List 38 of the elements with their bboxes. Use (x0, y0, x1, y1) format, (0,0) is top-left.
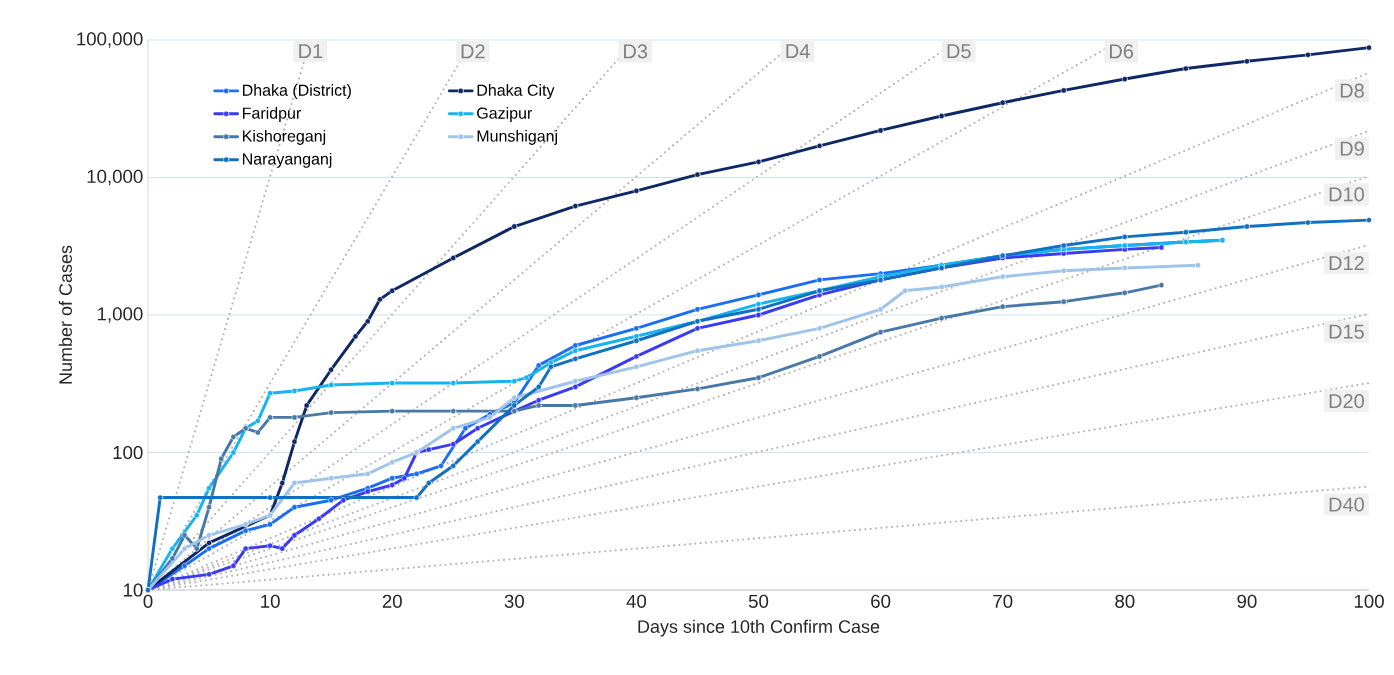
series-label: D1 (299, 44, 323, 59)
x-tick-label: 60 (871, 594, 891, 608)
x-tick-label: 80 (1115, 594, 1135, 608)
series-label: D6 (1110, 44, 1134, 59)
x-tick-label: 40 (626, 594, 647, 608)
x-tick-label: 20 (382, 594, 402, 608)
y-axis-title: Number of Cases (58, 245, 72, 384)
y-tick-label: 100,000 (77, 32, 143, 48)
legend-label: Faridpur (243, 107, 301, 122)
legend-label: Munshiganj (477, 129, 558, 145)
legend-label: Gazipur (477, 107, 533, 122)
y-tick-label: 1,000 (98, 307, 143, 323)
x-tick-label: 100 (1354, 594, 1384, 608)
y-tick-label: 10,000 (87, 169, 143, 186)
x-tick-label: 0 (143, 594, 153, 608)
x-tick-label: 70 (993, 594, 1013, 608)
x-axis-title: Days since 10th Confirm Case (638, 619, 880, 637)
legend-label: Kishoreganj (243, 129, 326, 145)
series-label: D40 (1329, 497, 1364, 512)
legend-label: Dhaka (District) (243, 84, 351, 99)
series-label: D2 (461, 44, 485, 59)
series-label: D15 (1329, 324, 1364, 339)
legend-label: Dhaka City (477, 84, 555, 100)
series-label: D9 (1340, 141, 1364, 156)
series-label: D3 (624, 44, 648, 59)
series-label: D10 (1329, 187, 1364, 202)
y-tick-label: 100 (113, 445, 143, 460)
series-label: D12 (1329, 255, 1364, 270)
series-label: D20 (1329, 393, 1364, 409)
series-label: D5 (947, 44, 971, 59)
x-tick-label: 10 (261, 594, 280, 608)
y-tick-label: 10 (123, 583, 143, 597)
x-tick-label: 30 (504, 594, 524, 608)
legend-label: Narayanganj (243, 152, 332, 168)
x-tick-label: 50 (748, 594, 769, 608)
series-label: D4 (786, 44, 810, 59)
x-tick-label: 90 (1237, 594, 1257, 608)
series-label: D8 (1340, 83, 1364, 98)
